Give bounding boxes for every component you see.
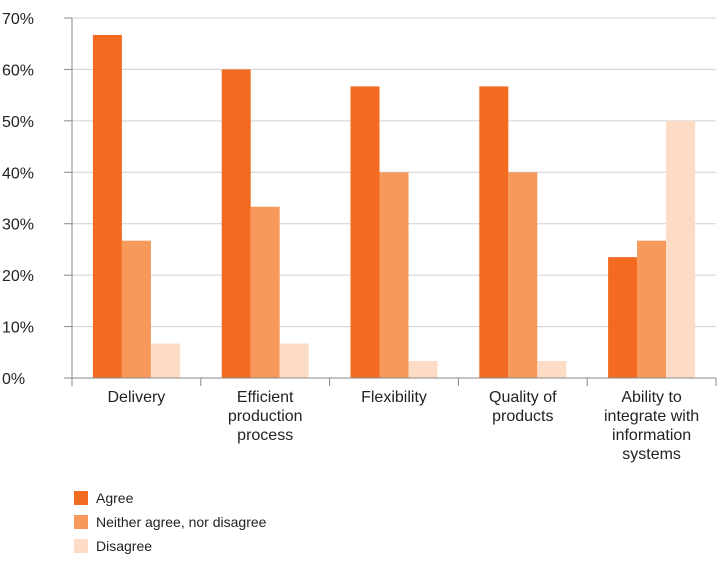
x-category-label: Delivery xyxy=(108,389,166,406)
y-axis-ticks: 0% 10% 20% 30% 40% 50% 60% 70% xyxy=(2,11,72,388)
y-tick-label: 30% xyxy=(2,217,34,234)
y-tick-label: 40% xyxy=(2,165,34,182)
x-category-label: production xyxy=(228,408,303,425)
legend-item: Neither agree, nor disagree xyxy=(74,510,266,534)
bar xyxy=(221,69,251,378)
bar xyxy=(537,361,567,378)
legend-swatch xyxy=(74,539,88,553)
y-tick-label: 50% xyxy=(2,114,34,131)
x-category-label: information xyxy=(612,427,691,444)
bar xyxy=(508,172,538,378)
bar xyxy=(408,361,438,378)
x-axis xyxy=(71,18,717,386)
legend: Agree Neither agree, nor disagree Disagree xyxy=(74,486,266,558)
x-category-label: process xyxy=(237,427,293,444)
bars xyxy=(92,34,696,379)
legend-item: Agree xyxy=(74,486,266,510)
bar xyxy=(479,86,509,379)
y-tick-label: 0% xyxy=(2,371,25,388)
legend-swatch xyxy=(74,515,88,529)
x-category-label: Efficient xyxy=(237,389,294,406)
x-category-label: Quality of xyxy=(489,389,557,406)
x-category-label: Ability to xyxy=(621,389,682,406)
x-category-label: systems xyxy=(622,446,681,463)
legend-label: Disagree xyxy=(96,538,153,554)
bar xyxy=(350,86,380,379)
y-tick-label: 10% xyxy=(2,320,34,337)
bar xyxy=(666,120,696,378)
bar xyxy=(637,240,667,378)
bar xyxy=(121,240,151,378)
legend-label: Agree xyxy=(96,490,134,506)
bar xyxy=(92,34,122,378)
bar xyxy=(279,343,309,378)
legend-item: Disagree xyxy=(74,534,266,558)
x-category-label: Flexibility xyxy=(361,389,427,406)
bar xyxy=(608,257,638,378)
y-tick-label: 20% xyxy=(2,268,34,285)
bar xyxy=(150,343,180,378)
x-category-label: integrate with xyxy=(604,408,699,425)
legend-swatch xyxy=(74,491,88,505)
bar-chart: 0% 10% 20% 30% 40% 50% 60% 70% Delivery Efficien… xyxy=(2,11,717,463)
bar xyxy=(379,172,409,378)
legend-label: Neither agree, nor disagree xyxy=(96,514,267,530)
bar xyxy=(250,206,280,378)
x-category-label: products xyxy=(492,408,553,425)
y-tick-label: 60% xyxy=(2,62,34,79)
y-tick-label: 70% xyxy=(2,11,34,28)
category-labels: Delivery Efficient production process Flexib… xyxy=(108,389,700,463)
